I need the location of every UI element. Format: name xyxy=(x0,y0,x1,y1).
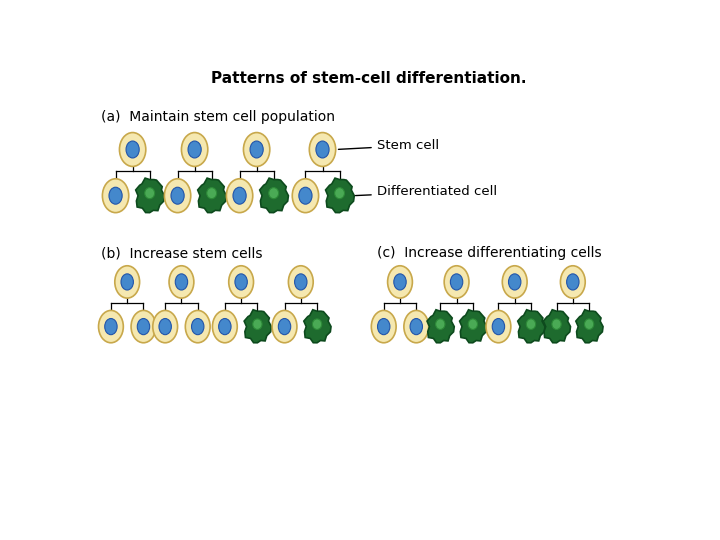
Ellipse shape xyxy=(316,141,329,158)
PathPatch shape xyxy=(244,310,271,343)
Ellipse shape xyxy=(99,310,123,343)
Ellipse shape xyxy=(169,266,194,298)
Ellipse shape xyxy=(269,188,279,199)
Text: (b)  Increase stem cells: (b) Increase stem cells xyxy=(101,246,262,260)
Ellipse shape xyxy=(153,310,178,343)
Ellipse shape xyxy=(126,141,139,158)
Ellipse shape xyxy=(181,132,208,166)
Ellipse shape xyxy=(138,319,150,335)
Ellipse shape xyxy=(104,319,117,335)
Ellipse shape xyxy=(410,319,423,335)
Ellipse shape xyxy=(377,319,390,335)
Text: (a)  Maintain stem cell population: (a) Maintain stem cell population xyxy=(101,110,335,124)
Ellipse shape xyxy=(171,187,184,204)
Ellipse shape xyxy=(145,188,155,199)
Ellipse shape xyxy=(175,274,188,290)
Ellipse shape xyxy=(503,266,527,298)
PathPatch shape xyxy=(325,178,354,213)
Ellipse shape xyxy=(164,179,191,213)
Ellipse shape xyxy=(312,319,322,329)
PathPatch shape xyxy=(260,178,289,213)
Ellipse shape xyxy=(192,319,204,335)
Ellipse shape xyxy=(567,274,579,290)
PathPatch shape xyxy=(518,310,545,343)
PathPatch shape xyxy=(544,310,570,343)
Ellipse shape xyxy=(114,266,140,298)
Text: Stem cell: Stem cell xyxy=(338,139,439,152)
Ellipse shape xyxy=(508,274,521,290)
Ellipse shape xyxy=(279,319,291,335)
PathPatch shape xyxy=(576,310,603,343)
Ellipse shape xyxy=(120,132,145,166)
Ellipse shape xyxy=(219,319,231,335)
Ellipse shape xyxy=(109,187,122,204)
Ellipse shape xyxy=(159,319,171,335)
Ellipse shape xyxy=(185,310,210,343)
Text: Differentiated cell: Differentiated cell xyxy=(356,185,497,198)
PathPatch shape xyxy=(459,310,487,343)
Ellipse shape xyxy=(492,319,505,335)
Ellipse shape xyxy=(292,179,319,213)
Ellipse shape xyxy=(387,266,413,298)
PathPatch shape xyxy=(304,310,331,343)
Ellipse shape xyxy=(310,132,336,166)
Ellipse shape xyxy=(102,179,129,213)
Ellipse shape xyxy=(212,310,238,343)
Text: (c)  Increase differentiating cells: (c) Increase differentiating cells xyxy=(377,246,601,260)
Ellipse shape xyxy=(229,266,253,298)
Ellipse shape xyxy=(207,188,217,199)
Ellipse shape xyxy=(131,310,156,343)
Ellipse shape xyxy=(335,188,344,199)
Ellipse shape xyxy=(188,141,201,158)
Ellipse shape xyxy=(250,141,264,158)
Ellipse shape xyxy=(243,132,270,166)
PathPatch shape xyxy=(427,310,454,343)
Ellipse shape xyxy=(526,319,536,329)
Ellipse shape xyxy=(444,266,469,298)
Text: Patterns of stem-cell differentiation.: Patterns of stem-cell differentiation. xyxy=(211,71,527,86)
PathPatch shape xyxy=(135,178,164,213)
Ellipse shape xyxy=(272,310,297,343)
Ellipse shape xyxy=(233,187,246,204)
Ellipse shape xyxy=(394,274,406,290)
Ellipse shape xyxy=(560,266,585,298)
Ellipse shape xyxy=(451,274,463,290)
Ellipse shape xyxy=(372,310,396,343)
Ellipse shape xyxy=(226,179,253,213)
Ellipse shape xyxy=(552,319,561,329)
PathPatch shape xyxy=(198,178,226,213)
Ellipse shape xyxy=(253,319,262,329)
Ellipse shape xyxy=(585,319,594,329)
Ellipse shape xyxy=(299,187,312,204)
Ellipse shape xyxy=(289,266,313,298)
Ellipse shape xyxy=(468,319,477,329)
Ellipse shape xyxy=(235,274,248,290)
Ellipse shape xyxy=(436,319,445,329)
Ellipse shape xyxy=(486,310,510,343)
Ellipse shape xyxy=(294,274,307,290)
Ellipse shape xyxy=(404,310,428,343)
Ellipse shape xyxy=(121,274,133,290)
